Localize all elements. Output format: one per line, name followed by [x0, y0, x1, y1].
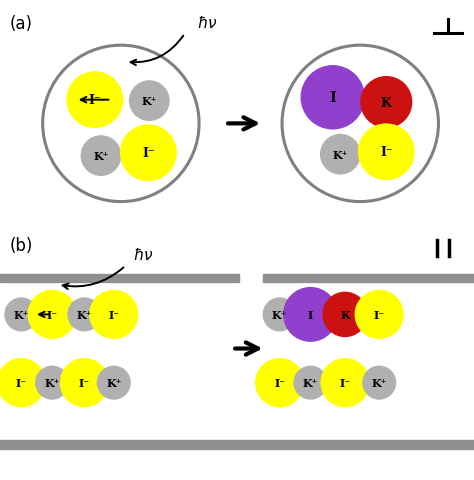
Text: I⁻: I⁻	[274, 377, 285, 388]
Circle shape	[283, 288, 338, 342]
Circle shape	[89, 290, 138, 339]
Text: K: K	[340, 309, 350, 320]
Circle shape	[322, 292, 368, 337]
Circle shape	[27, 290, 77, 339]
Bar	[0, 274, 239, 283]
Text: I⁻: I⁻	[374, 309, 385, 320]
Text: K⁺: K⁺	[333, 149, 348, 160]
Circle shape	[282, 46, 438, 202]
Text: K: K	[381, 96, 392, 109]
Circle shape	[35, 366, 69, 400]
Circle shape	[43, 46, 199, 202]
Text: K⁺: K⁺	[77, 309, 92, 320]
Text: I: I	[308, 309, 313, 320]
Circle shape	[0, 358, 46, 408]
Circle shape	[320, 134, 361, 175]
Text: I⁻: I⁻	[380, 146, 392, 159]
Text: K⁺: K⁺	[142, 96, 157, 107]
Text: $\hbar\nu$: $\hbar\nu$	[133, 246, 154, 262]
Bar	[263, 274, 474, 283]
Circle shape	[355, 290, 404, 339]
Text: I⁻: I⁻	[89, 94, 101, 107]
Text: I: I	[329, 91, 336, 105]
Text: K⁺: K⁺	[93, 151, 109, 162]
Text: (b): (b)	[9, 237, 33, 255]
Circle shape	[4, 298, 38, 332]
Text: K⁺: K⁺	[14, 309, 29, 320]
Text: K⁺: K⁺	[45, 377, 60, 388]
Circle shape	[60, 358, 109, 408]
Text: I⁻: I⁻	[108, 309, 119, 320]
Text: I⁻: I⁻	[339, 377, 351, 388]
Circle shape	[97, 366, 131, 400]
Circle shape	[293, 366, 328, 400]
Text: I⁻: I⁻	[142, 147, 155, 160]
Text: K⁺: K⁺	[106, 377, 121, 388]
Circle shape	[360, 77, 412, 129]
Circle shape	[362, 366, 396, 400]
Bar	[0, 441, 474, 449]
Circle shape	[320, 358, 370, 408]
Circle shape	[67, 298, 101, 332]
Circle shape	[263, 298, 297, 332]
Circle shape	[66, 72, 123, 129]
Text: I⁻: I⁻	[79, 377, 90, 388]
Circle shape	[358, 124, 415, 181]
Text: K⁺: K⁺	[272, 309, 287, 320]
Circle shape	[129, 81, 170, 122]
Text: K⁺: K⁺	[303, 377, 318, 388]
Text: (a): (a)	[9, 15, 33, 33]
Circle shape	[81, 136, 121, 177]
Text: I⁻: I⁻	[46, 309, 58, 320]
Text: K⁺: K⁺	[372, 377, 387, 388]
Circle shape	[120, 125, 177, 182]
Text: $\hbar\nu$: $\hbar\nu$	[197, 14, 218, 30]
Circle shape	[255, 358, 304, 408]
Text: I⁻: I⁻	[16, 377, 27, 388]
Circle shape	[301, 66, 365, 130]
